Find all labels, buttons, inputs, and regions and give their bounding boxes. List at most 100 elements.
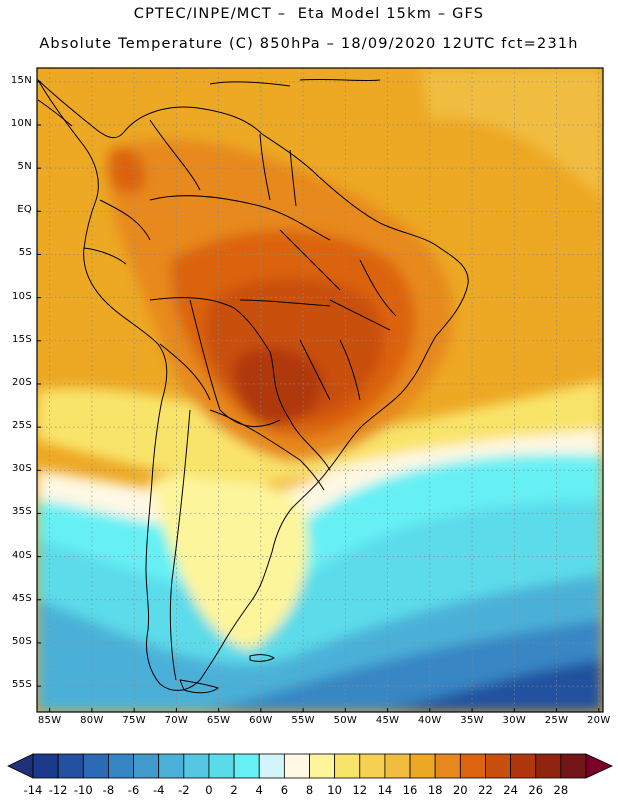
border-peru-chile [159,343,211,401]
colorbar-label: 14 [377,783,393,797]
colorbar-swatches [7,753,613,779]
colorbar-swatch [434,753,461,779]
field-atlantic-tropical [420,68,603,200]
lon-label: 50W [333,715,358,726]
colorbar-above-arrow [585,753,613,779]
colorbar-label: -8 [102,783,115,797]
colorbar-label: 6 [280,783,289,797]
colorbar-swatch [133,753,160,779]
border-guianas [259,133,297,207]
chart-title-line1: CPTEC/INPE/MCT – Eta Model 15km – GFS [133,6,485,22]
colorbar-swatch [208,753,235,779]
lat-label: 45S [12,592,32,604]
lon-label: 25W [544,715,569,726]
lat-label: 10N [10,117,32,129]
colorbar-swatch [384,753,411,779]
colorbar-swatch [485,753,511,779]
colorbar-swatch [158,753,185,779]
graticule [37,68,603,712]
lon-label: 55W [291,715,315,726]
field-patagonia-warm [150,474,308,650]
colorbar-label: 10 [327,783,342,797]
colorbar-swatch [108,753,134,779]
colorbar-label: 12 [352,783,368,797]
colorbar-swatch [359,753,386,779]
colorbar-label: -6 [127,783,140,797]
chart-title-line2: Absolute Temperature (C) 850hPa – 18/09/… [39,36,579,52]
lat-label: 55S [12,679,32,691]
colorbar-label: -2 [178,783,190,797]
lat-label: 25S [12,420,32,432]
lon-label: 35W [460,715,484,726]
colorbar-label: -10 [73,783,93,797]
colorbar-swatch [309,753,336,779]
colorbar-label: 18 [427,783,443,797]
caribbean-coast [209,78,381,87]
colorbar-swatch [535,753,562,779]
border-uruguay [299,459,325,491]
colorbar-swatch [409,753,436,779]
border-bolivia [189,299,281,428]
temperature-field [37,68,603,712]
lon-label: 65W [206,715,231,726]
lat-label: EQ [17,204,32,216]
colorbar-swatch [57,753,84,779]
lon-label: 85W [37,715,62,726]
colorbar-label: -4 [152,783,165,797]
border-argentina-north [209,409,301,461]
colorbar-swatch [82,753,109,779]
field-band-10 [37,380,603,483]
colorbar-swatch [334,753,361,779]
border-ecuador [83,247,127,265]
central-america [37,99,73,127]
lat-label: 5S [18,247,32,259]
colorbar-swatch [183,753,210,779]
colorbar-label: 16 [402,783,418,797]
colorbar-label: 26 [528,783,544,797]
lon-label: 30W [502,715,527,726]
border-states-2 [299,259,397,401]
coastlines [37,78,469,694]
colorbar-label: 24 [503,783,518,797]
south-america-coastline [37,79,469,691]
colorbar-label: 4 [255,783,263,797]
colorbar-swatch [32,753,59,779]
lat-label: 20S [12,376,32,388]
border-brazil-north [149,195,331,241]
border-states-1 [239,229,391,331]
lon-label: 45W [375,715,400,726]
lon-label: 60W [249,715,273,726]
lat-label: 50S [12,635,32,647]
lon-label: 20W [587,715,611,726]
field-venezuela-warm [108,147,146,194]
colorbar-label: 8 [305,783,314,797]
border-venezuela [149,119,201,191]
lat-label: 5N [17,161,32,173]
lat-label: 10S [12,290,32,302]
colorbar-label: -14 [23,783,43,797]
colorbar-swatch [258,753,285,779]
colorbar-label: 2 [230,783,238,797]
colorbar [7,753,613,779]
border-chile-argentina [169,409,191,681]
border-colombia [99,199,151,241]
colorbar-swatch [560,753,587,779]
lat-label: 40S [12,549,32,561]
falkland-islands [249,654,275,662]
lat-label: 15S [12,333,32,345]
colorbar-label: 20 [452,783,468,797]
lat-label: 35S [12,506,32,518]
tierra-del-fuego [179,679,219,694]
colorbar-swatch [233,753,260,779]
colorbar-label: 28 [553,783,569,797]
colorbar-swatch [459,753,486,779]
axis-ticks [37,81,600,712]
colorbar-swatch [510,753,537,779]
lon-label: 75W [122,715,146,726]
colorbar-swatch [283,753,310,779]
lon-label: 40W [418,715,442,726]
lon-label: 70W [164,715,189,726]
field-band-24 [234,347,323,425]
colorbar-label: 0 [205,783,213,797]
